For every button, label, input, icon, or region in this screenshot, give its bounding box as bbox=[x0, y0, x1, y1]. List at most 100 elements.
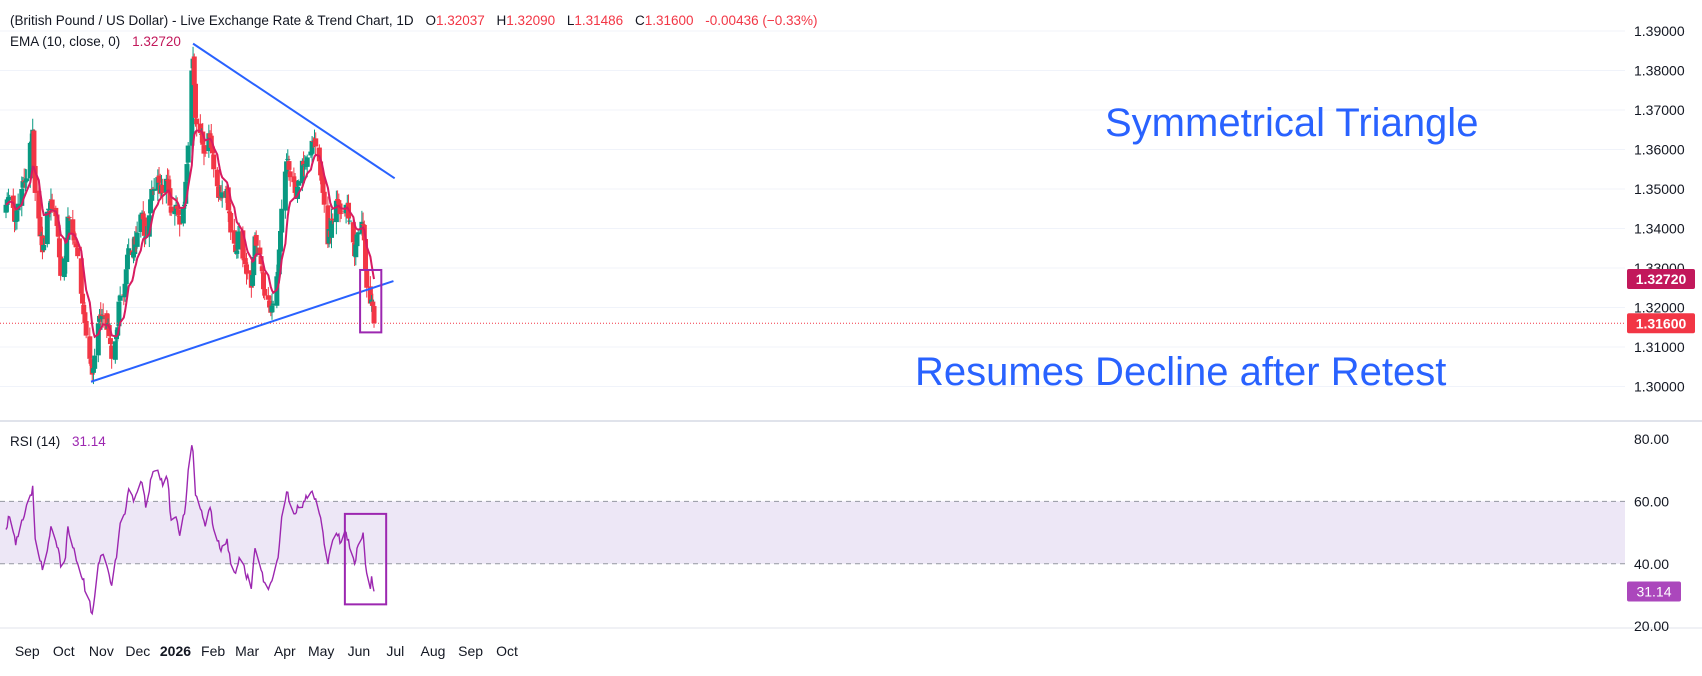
candle-body bbox=[66, 217, 72, 219]
candle-body bbox=[301, 161, 307, 166]
candle-body bbox=[148, 199, 154, 214]
candle-body bbox=[3, 204, 9, 213]
candle-body bbox=[347, 220, 353, 222]
candle-body bbox=[189, 70, 195, 146]
open-value: 1.32037 bbox=[436, 13, 485, 28]
time-axis-tick-label: Jun bbox=[348, 643, 371, 659]
time-axis-tick-label: Apr bbox=[274, 643, 296, 659]
rsi-legend[interactable]: RSI (14) 31.14 bbox=[10, 434, 106, 449]
candle-body bbox=[87, 336, 93, 359]
annotation-symmetrical-triangle[interactable]: Symmetrical Triangle bbox=[1105, 101, 1478, 145]
candle-body bbox=[329, 220, 335, 238]
candle-body bbox=[156, 175, 162, 183]
candle-body bbox=[267, 300, 273, 308]
candle-body bbox=[202, 152, 208, 154]
time-axis-tick-label: 2026 bbox=[160, 643, 191, 659]
candle-body bbox=[330, 218, 336, 221]
candle-body bbox=[192, 83, 198, 118]
candle-body bbox=[75, 247, 81, 257]
candle-body bbox=[260, 272, 266, 290]
time-axis-tick-label: Feb bbox=[201, 643, 225, 659]
candle-body bbox=[243, 264, 249, 274]
candle-body bbox=[107, 338, 113, 345]
candle-body bbox=[141, 217, 147, 236]
chart-title: (British Pound / US Dollar) - Live Excha… bbox=[10, 13, 414, 28]
time-axis-tick-label: Oct bbox=[496, 643, 518, 659]
candle-body bbox=[32, 165, 38, 193]
candle-body bbox=[319, 173, 325, 181]
candle-body bbox=[41, 244, 47, 251]
candle-body bbox=[126, 248, 132, 255]
candle-body bbox=[292, 180, 298, 193]
candle-body bbox=[318, 161, 324, 176]
candle-body bbox=[151, 188, 157, 191]
candle-body bbox=[350, 222, 356, 243]
time-axis-tick-label: Oct bbox=[53, 643, 75, 659]
price-axis-tick-label: 1.36000 bbox=[1634, 142, 1685, 158]
candle-body bbox=[81, 305, 87, 315]
candle-body bbox=[116, 301, 122, 327]
candle-body bbox=[360, 223, 366, 225]
candle-body bbox=[287, 171, 293, 178]
candle-body bbox=[92, 355, 98, 369]
candle-body bbox=[304, 157, 310, 167]
candle-body bbox=[100, 315, 106, 317]
annotation-resumes-decline[interactable]: Resumes Decline after Retest bbox=[915, 350, 1446, 394]
candle-body bbox=[225, 187, 231, 211]
candle-body bbox=[61, 258, 67, 278]
candle-body bbox=[253, 234, 259, 246]
candle-body bbox=[80, 293, 86, 304]
candle-body bbox=[58, 256, 64, 276]
candle-body bbox=[177, 215, 183, 225]
ema-legend[interactable]: EMA (10, close, 0) 1.32720 bbox=[10, 34, 181, 49]
retest-highlight-box[interactable] bbox=[359, 268, 383, 334]
upper-trendline[interactable] bbox=[192, 42, 396, 180]
candle-body bbox=[320, 178, 326, 193]
candle-body bbox=[38, 234, 44, 236]
candle-body bbox=[54, 214, 60, 226]
candle-body bbox=[277, 230, 283, 252]
candle-body bbox=[265, 295, 271, 300]
candle-body bbox=[56, 238, 62, 258]
rsi-axis-tick-label: 80.00 bbox=[1634, 431, 1669, 447]
candle-body bbox=[95, 323, 101, 356]
time-axis-tick-label: Mar bbox=[235, 643, 259, 659]
candle-body bbox=[242, 258, 248, 265]
candle-body bbox=[296, 181, 302, 186]
candle-body bbox=[194, 118, 200, 125]
candle-body bbox=[252, 236, 258, 257]
rsi-axis-tick-label: 60.00 bbox=[1634, 493, 1669, 509]
candle-body bbox=[70, 219, 76, 235]
svg-text:1.32720: 1.32720 bbox=[1636, 271, 1687, 287]
price-axis-tick-label: 1.34000 bbox=[1634, 221, 1685, 237]
candle-body bbox=[282, 171, 288, 211]
candle-body bbox=[112, 341, 118, 360]
candle-body bbox=[167, 188, 173, 206]
candle-body bbox=[146, 215, 152, 237]
ema-legend-label: EMA (10, close, 0) bbox=[10, 34, 120, 49]
candle-body bbox=[336, 200, 342, 205]
candle-body bbox=[140, 213, 146, 220]
ema-legend-value: 1.32720 bbox=[132, 34, 181, 49]
price-axis-tick-label: 1.32000 bbox=[1634, 300, 1685, 316]
candle-body bbox=[211, 154, 217, 170]
symbol-legend[interactable]: (British Pound / US Dollar) - Live Excha… bbox=[10, 13, 818, 28]
candle-body bbox=[31, 130, 37, 169]
candle-body bbox=[174, 205, 180, 209]
candle-body bbox=[367, 286, 373, 304]
candle-body bbox=[236, 232, 242, 234]
change-value: -0.00436 (−0.33%) bbox=[705, 13, 817, 28]
rsi-highlight-box[interactable] bbox=[343, 512, 388, 606]
lower-trendline[interactable] bbox=[90, 280, 394, 383]
candle-body bbox=[138, 214, 144, 232]
candle-body bbox=[259, 266, 265, 272]
candle-body bbox=[295, 186, 301, 200]
candle-body bbox=[88, 359, 94, 364]
candle-body bbox=[36, 190, 42, 219]
candle-body bbox=[370, 301, 376, 306]
candle-body bbox=[235, 231, 241, 250]
candle-body bbox=[279, 208, 285, 233]
candle-body bbox=[109, 345, 115, 359]
